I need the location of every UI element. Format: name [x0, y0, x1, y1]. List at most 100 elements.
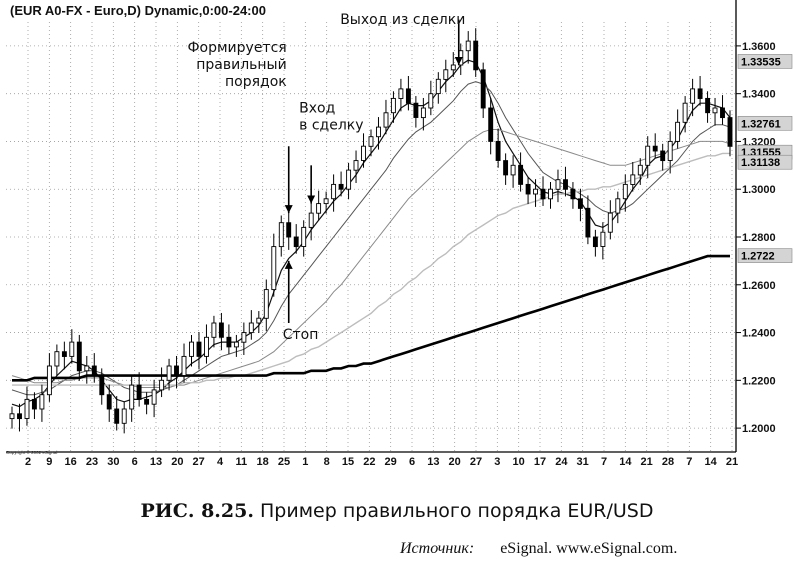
candle-body: [518, 164, 524, 185]
annotation-label: порядок: [225, 74, 287, 90]
copyright-text: Copyright © 2002 eSignal: [6, 449, 57, 455]
x-tick-label: 23: [86, 456, 98, 468]
price-chart: Выход из сделки Формируетсяправильныйпоря…: [6, 0, 793, 468]
x-tick-label: 13: [150, 456, 162, 468]
x-tick-label: 9: [46, 456, 52, 468]
y-tick-label: 1.2400: [742, 328, 776, 340]
x-tick-label: 27: [470, 456, 482, 468]
candle-body: [353, 160, 359, 171]
annotation-arrow-head: [307, 195, 316, 204]
x-tick-label: 7: [686, 456, 692, 468]
x-tick-label: 28: [662, 456, 674, 468]
axes: 1.2000 1.2200 1.2400 1.2600 1.2800 1.3000 1.32…: [6, 0, 793, 468]
x-tick-label: 18: [257, 456, 269, 468]
x-tick-label: 4: [217, 456, 224, 468]
x-tick-label: 21: [726, 456, 738, 468]
candle-body: [443, 69, 449, 80]
candle-body: [720, 107, 725, 119]
candle-body: [383, 112, 389, 128]
annotation-label: Стоп: [283, 327, 319, 343]
candle-body: [630, 174, 636, 185]
x-tick-label: 14: [619, 456, 632, 468]
candle-body: [174, 365, 179, 377]
candle-body: [196, 341, 202, 357]
price-tag-box: [737, 115, 793, 131]
source-line: Источник: eSignal. www.eSignal.com.: [400, 540, 677, 558]
candle-body: [376, 126, 381, 138]
x-tick-label: 21: [641, 456, 653, 468]
candle-body: [585, 207, 591, 238]
candle-body: [592, 236, 598, 248]
candle-body: [645, 145, 651, 166]
candle-body: [495, 140, 501, 161]
annotation-arrow-head: [454, 57, 463, 65]
candle-body: [667, 140, 673, 161]
annotation-label: Формируется: [187, 40, 286, 56]
candle-body: [450, 64, 456, 71]
x-tick-label: 20: [449, 456, 461, 468]
x-tick-label: 3: [494, 456, 500, 468]
candle-body: [660, 150, 666, 162]
candle-body: [563, 179, 568, 190]
y-tick-label: 1.3400: [742, 89, 776, 101]
x-tick-label: 25: [278, 456, 290, 468]
candle-body: [159, 379, 165, 391]
candle-body: [166, 365, 172, 381]
candle-body: [233, 341, 239, 348]
candle-body: [256, 317, 262, 324]
candle-body: [54, 351, 60, 367]
candle-body: [405, 88, 411, 104]
x-tick-label: 8: [324, 456, 330, 468]
candle-body: [271, 246, 277, 291]
price-tag-label: 1.32761: [741, 118, 781, 130]
x-tick-label: 20: [171, 456, 183, 468]
candle-body: [533, 188, 538, 195]
price-tag-box: [737, 154, 793, 170]
price-tag-box: [737, 54, 793, 69]
annotation-arrow-head: [284, 260, 293, 269]
candle-body: [712, 107, 718, 114]
annotation-label: Вход: [299, 100, 335, 116]
annotations: Выход из сделки Формируетсяправильныйпоря…: [187, 12, 465, 343]
x-tick-label: 2: [25, 456, 31, 468]
figure-label: РИС. 8.25.: [140, 500, 254, 522]
candle-body: [84, 365, 90, 372]
candle-body: [31, 398, 37, 410]
candle-body: [46, 365, 52, 396]
candle-body: [181, 355, 187, 376]
candle-body: [368, 136, 374, 147]
price-tag-label: 1.33535: [741, 56, 781, 68]
candlesticks: [9, 28, 733, 434]
candle-body: [420, 107, 426, 119]
candle-body: [525, 183, 531, 195]
y-tick-label: 1.2600: [742, 280, 776, 292]
x-tick-label: 24: [555, 456, 568, 468]
x-tick-label: 1: [302, 456, 308, 468]
candle-body: [465, 40, 471, 52]
chart-header-text: (EUR A0-FX - Euro,D) Dynamic,0:00-24:00: [10, 3, 266, 18]
candle-body: [331, 183, 337, 200]
candle-body: [398, 88, 404, 99]
candle-body: [510, 164, 516, 176]
x-tick-label: 7: [601, 456, 607, 468]
x-tick-label: 30: [107, 456, 119, 468]
x-tick-label: 15: [342, 456, 354, 468]
x-tick-label: 22: [363, 456, 375, 468]
candle-body: [488, 107, 494, 142]
candle-body: [69, 341, 75, 357]
candle-body: [697, 88, 703, 99]
candle-body: [91, 365, 97, 377]
candle-body: [615, 198, 621, 214]
candle-body: [226, 336, 232, 348]
candle-body: [218, 322, 224, 338]
y-tick-label: 1.3600: [742, 41, 776, 53]
candle-body: [308, 212, 314, 228]
price-tag-label: 1.2722: [741, 251, 775, 263]
candle-body: [144, 398, 150, 405]
candle-body: [622, 183, 628, 200]
candle-body: [503, 160, 509, 176]
x-tick-label: 27: [193, 456, 205, 468]
candle-body: [637, 164, 643, 176]
candle-body: [682, 102, 688, 123]
candle-body: [121, 408, 127, 424]
